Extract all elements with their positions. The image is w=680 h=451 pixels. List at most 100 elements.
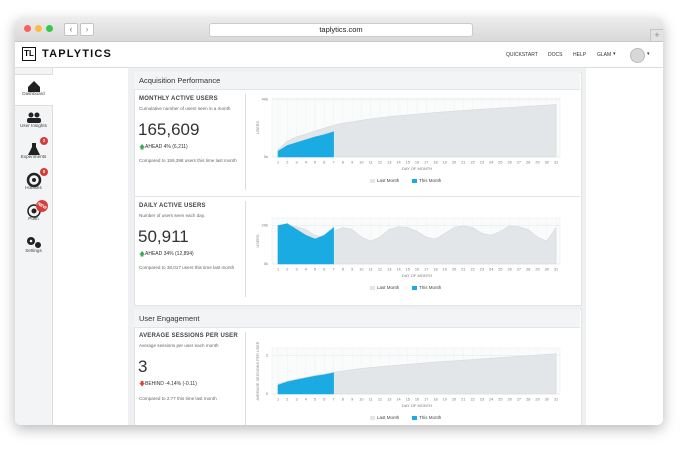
sidebar-label[interactable]: Dashboard [22, 91, 45, 96]
x-tick-label: 25 [498, 268, 502, 272]
x-tick-label: 17 [424, 161, 428, 165]
sidebar-label[interactable]: Settings [25, 248, 42, 253]
zoom-button[interactable] [46, 25, 53, 32]
x-tick-label: 20 [452, 398, 456, 402]
forward-button[interactable]: › [80, 23, 94, 36]
x-tick-label: 23 [480, 161, 484, 165]
close-button[interactable] [24, 25, 31, 32]
x-tick-label: 28 [526, 398, 530, 402]
x-tick-label: 13 [387, 161, 391, 165]
nav-link[interactable]: HELP [573, 52, 587, 58]
x-tick-label: 24 [489, 268, 493, 272]
minimize-button[interactable] [35, 25, 42, 32]
badge: 2 [40, 137, 48, 145]
x-tick-label: 11 [369, 398, 373, 402]
x-tick-label: 11 [369, 161, 373, 165]
x-tick-label: 5 [314, 161, 316, 165]
x-tick-label: 19 [443, 161, 447, 165]
logo-icon: TL [22, 47, 36, 61]
metric-change: AHEAD 4% (6,211) [145, 144, 188, 150]
x-tick-label: 19 [443, 398, 447, 402]
icon-user-insights [27, 112, 41, 123]
x-tick-label: 8 [342, 398, 344, 402]
x-tick-label: 18 [433, 161, 437, 165]
chart: 1 2 3 4 5 6 7 8 9 10 11 12 13 14 15 16 17 18 19 20 21 22 23 24 2… [256, 97, 561, 183]
x-tick-label: 18 [433, 268, 437, 272]
x-tick-label: 14 [396, 398, 400, 402]
back-button[interactable]: ‹ [64, 23, 78, 36]
x-tick-label: 29 [535, 268, 539, 272]
nav-bar [15, 42, 663, 68]
legend-swatch [370, 416, 375, 420]
x-tick-label: 5 [314, 268, 316, 272]
x-tick-label: 27 [517, 161, 521, 165]
metric-description: Cumulative number of users seen in a mon… [139, 106, 231, 111]
sidebar-label[interactable]: User Insights [20, 123, 47, 128]
legend-label: Last Month [377, 285, 400, 290]
y-axis-label: AVERAGE SESSIONS PER USER [256, 342, 260, 401]
x-tick-label: 10 [359, 398, 363, 402]
x-tick-label: 24 [489, 398, 493, 402]
window-content: ‹ › taplytics.com + TL TAPLYTICS QUICKST… [15, 18, 663, 425]
legend-label: Last Month [377, 415, 400, 420]
x-tick-label: 30 [545, 161, 549, 165]
x-tick-label: 27 [517, 268, 521, 272]
avatar-caret: ▾ [647, 51, 650, 57]
x-tick-label: 29 [535, 161, 539, 165]
x-tick-label: 2 [286, 268, 288, 272]
legend-swatch [370, 179, 375, 183]
x-tick-label: 4 [305, 161, 307, 165]
x-tick-label: 20 [452, 161, 456, 165]
address-bar[interactable]: taplytics.com [209, 23, 473, 37]
x-tick-label: 16 [415, 268, 419, 272]
x-tick-label: 18 [433, 398, 437, 402]
x-tick-label: 31 [554, 161, 558, 165]
y-tick-label: 0k [264, 154, 268, 159]
x-tick-label: 30 [545, 268, 549, 272]
x-tick-label: 3 [295, 161, 297, 165]
sidebar-label[interactable]: Push [28, 216, 39, 221]
x-tick-label: 25 [498, 398, 502, 402]
x-axis-label: DAY OF MONTH [402, 403, 432, 408]
card-title: Acquisition Performance [139, 76, 221, 85]
icon-dashboard [28, 81, 40, 92]
x-tick-label: 8 [342, 268, 344, 272]
browser-window: ‹ › taplytics.com + TL TAPLYTICS QUICKST… [15, 18, 663, 425]
legend-swatch [412, 179, 417, 183]
metric-title: AVERAGE SESSIONS PER USER [139, 333, 238, 339]
x-tick-label: 15 [406, 161, 410, 165]
divider [245, 94, 246, 190]
new-tab-button[interactable]: + [650, 29, 663, 42]
area [277, 223, 334, 265]
legend-label: This Month [419, 285, 442, 290]
logo-text: TAPLYTICS [42, 48, 113, 60]
divider [245, 201, 246, 297]
x-tick-label: 13 [387, 398, 391, 402]
sidebar-label[interactable]: Hotfixes [25, 185, 42, 190]
x-tick-label: 10 [359, 268, 363, 272]
icon-hotfixes [26, 172, 42, 188]
y-axis-label: USERS [256, 120, 260, 134]
x-tick-label: 17 [424, 398, 428, 402]
metric-comparison: Compared to 159,398 users this time last… [139, 158, 237, 163]
area [277, 372, 334, 395]
avatar[interactable] [630, 48, 645, 63]
x-tick-label: 26 [508, 398, 512, 402]
x-tick-label: 3 [295, 398, 297, 402]
metric-comparison: Compared to 38,017 users this time last … [139, 265, 235, 270]
x-tick-label: 16 [415, 398, 419, 402]
metric-change: AHEAD 34% (12,894) [145, 251, 194, 257]
badge: 0 [40, 168, 48, 176]
x-tick-label: 9 [351, 268, 353, 272]
x-tick-label: 17 [424, 268, 428, 272]
user-menu[interactable]: GLAM [597, 52, 612, 58]
nav-link[interactable]: QUICKSTART [506, 52, 538, 58]
x-tick-label: 30 [545, 398, 549, 402]
sidebar-label[interactable]: Experiments [20, 154, 47, 159]
x-tick-label: 7 [333, 161, 335, 165]
x-tick-label: 25 [498, 161, 502, 165]
x-tick-label: 10 [359, 161, 363, 165]
nav-link[interactable]: DOCS [548, 52, 563, 58]
x-tick-label: 14 [396, 161, 400, 165]
